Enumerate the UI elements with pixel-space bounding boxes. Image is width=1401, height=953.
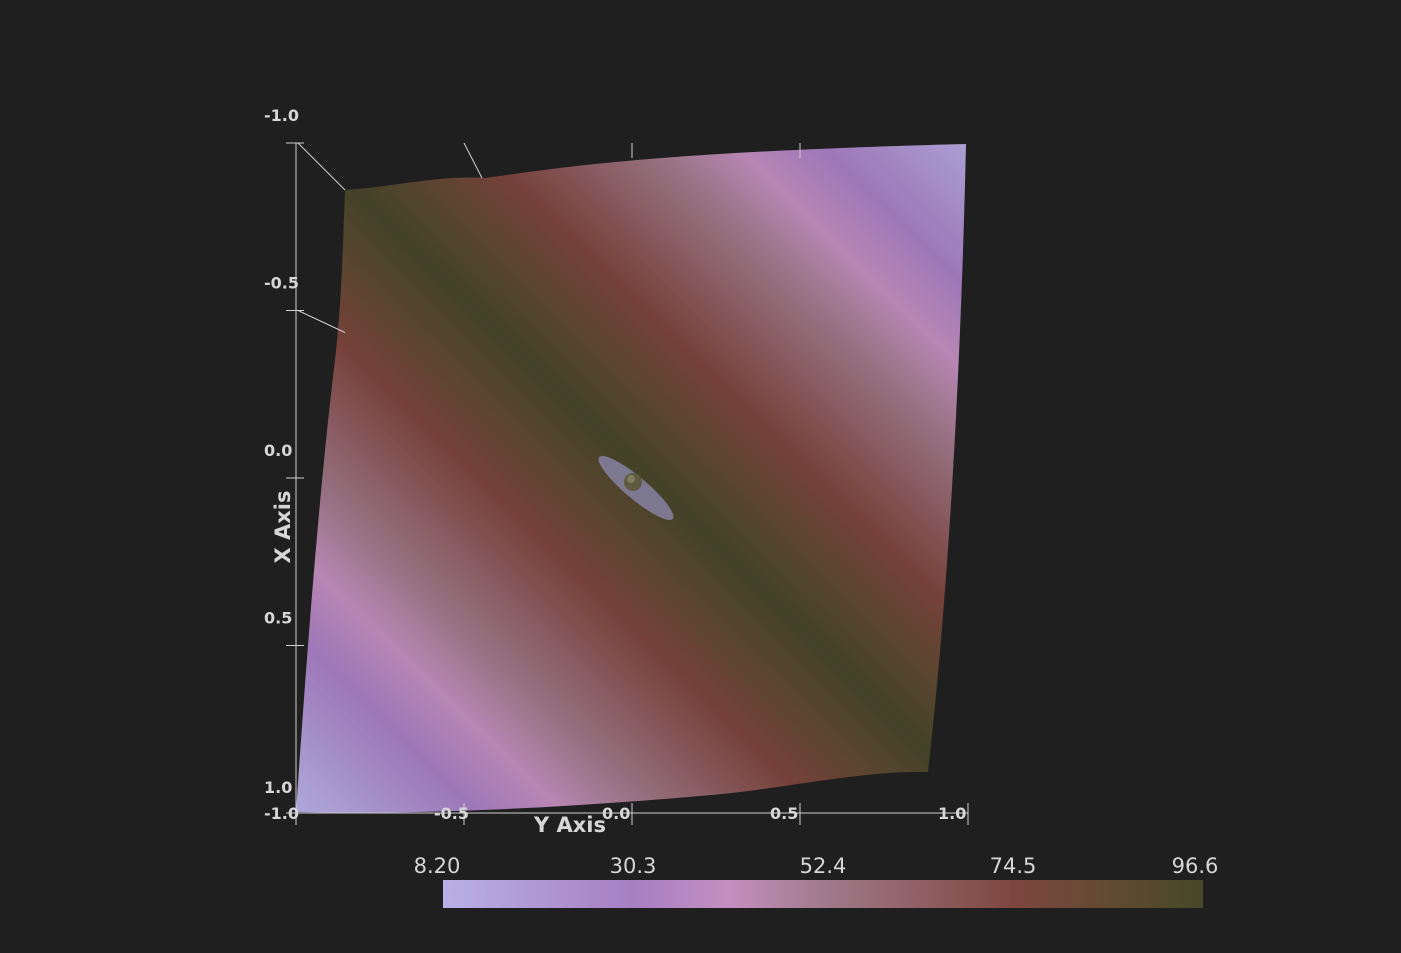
scalar-bar-gradient	[443, 880, 1203, 908]
y-axis-title: Y Axis	[533, 813, 606, 837]
scalar-bar-label: 8.20	[414, 854, 461, 878]
scalar-bar-label: 30.3	[610, 854, 657, 878]
y-axis-tick-projection	[463, 142, 483, 179]
x-axis-tick-projection	[297, 142, 346, 191]
scalar-bar-label: 96.6	[1172, 854, 1219, 878]
x-axis-tick-projection	[297, 310, 346, 333]
y-axis-tick-label: 0.0	[602, 804, 630, 823]
scalar-bar-label: 52.4	[800, 854, 847, 878]
y-axis-ticks: -1.0 -0.5 0.0 0.5 1.0	[264, 142, 969, 825]
y-axis-tick-label: -0.5	[434, 804, 469, 823]
x-axis-tick-label: -1.0	[264, 106, 299, 125]
y-axis-tick-label: 1.0	[938, 804, 966, 823]
scalar-bar-labels: 8.20 30.3 52.4 74.5 96.6	[414, 854, 1219, 878]
x-axis-ticks: -1.0 -0.5 0.0 0.5 1.0	[264, 106, 346, 814]
scalar-bar: 8.20 30.3 52.4 74.5 96.6	[414, 854, 1219, 908]
x-axis-tick-label: 0.0	[264, 441, 292, 460]
x-axis-tick-label: -0.5	[264, 274, 299, 293]
scalar-bar-label: 74.5	[990, 854, 1037, 878]
x-axis-title: X Axis	[271, 491, 295, 564]
center-marker[interactable]	[592, 449, 680, 528]
y-axis-tick-label: -1.0	[264, 804, 299, 823]
x-axis-tick-label: 0.5	[264, 609, 292, 628]
x-axis-tick-label: 1.0	[264, 778, 292, 797]
y-axis-tick-label: 0.5	[770, 804, 798, 823]
